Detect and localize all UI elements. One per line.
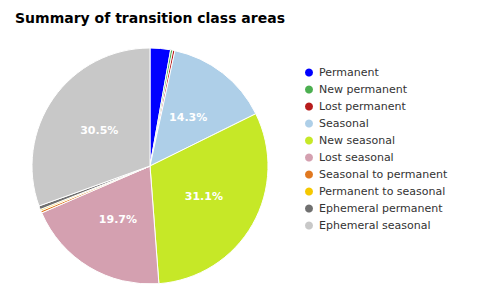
svg-text:New permanent: New permanent: [319, 83, 408, 96]
svg-text:19.7%: 19.7%: [99, 213, 137, 226]
svg-text:Ephemeral permanent: Ephemeral permanent: [319, 202, 443, 215]
svg-text:Summary of transition class ar: Summary of transition class areas: [15, 10, 285, 26]
svg-text:New seasonal: New seasonal: [319, 134, 395, 147]
svg-text:Lost seasonal: Lost seasonal: [319, 151, 394, 164]
svg-text:14.3%: 14.3%: [169, 111, 207, 124]
svg-text:Permanent: Permanent: [319, 66, 380, 79]
svg-text:Seasonal: Seasonal: [319, 117, 369, 130]
svg-text:30.5%: 30.5%: [80, 124, 118, 137]
svg-text:Lost permanent: Lost permanent: [319, 100, 406, 113]
svg-text:Ephemeral seasonal: Ephemeral seasonal: [319, 219, 430, 232]
svg-text:31.1%: 31.1%: [185, 190, 223, 203]
svg-text:Seasonal to permanent: Seasonal to permanent: [319, 168, 448, 181]
svg-text:Permanent to seasonal: Permanent to seasonal: [319, 185, 445, 198]
